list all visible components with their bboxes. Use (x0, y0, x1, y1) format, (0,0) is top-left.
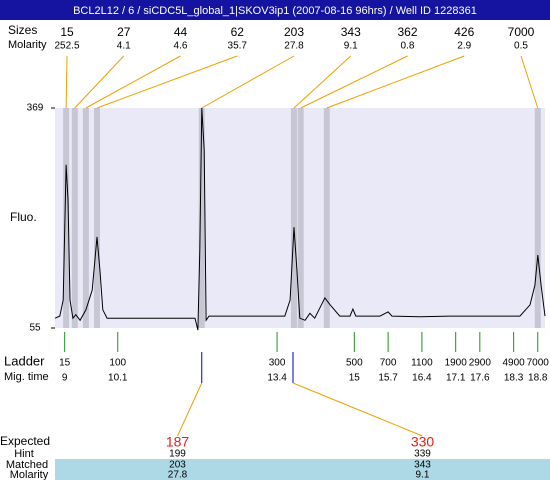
matched-value: 343 (414, 460, 431, 471)
ladder-size: 15 (59, 358, 71, 369)
expected-value: 187 (166, 434, 190, 450)
peak-size: 203 (284, 25, 304, 39)
ladder-size: 1900 (445, 358, 468, 369)
peak-connector (300, 55, 408, 109)
size-header: Sizes (8, 23, 37, 37)
title-bar (0, 0, 550, 20)
ladder-size: 100 (109, 358, 126, 369)
peak-band (297, 108, 304, 328)
hint-label: Hint (14, 448, 34, 460)
peak-connector (293, 55, 352, 109)
hint-value: 339 (414, 449, 431, 460)
title: BCL2L12 / 6 / siCDC5L_global_1|SKOV3ip1 … (73, 5, 477, 17)
peak-band (290, 108, 297, 328)
peak-size: 426 (454, 25, 474, 39)
matched-molarity: 9.1 (416, 470, 430, 480)
peak-band (71, 108, 78, 328)
peak-connector (85, 55, 181, 109)
ladder-size: 2900 (469, 358, 492, 369)
ladder-time: 10.1 (108, 373, 128, 384)
expected-molarity-label: Molarity (10, 469, 49, 480)
matched-value: 203 (169, 460, 186, 471)
peak-size: 343 (341, 25, 361, 39)
peak-size: 62 (231, 25, 245, 39)
matched-band (55, 459, 550, 480)
ladder-time: 13.4 (267, 373, 287, 384)
ladder-time: 18.8 (528, 373, 548, 384)
peak-molarity: 0.5 (514, 41, 528, 52)
trace (54, 107, 546, 331)
matched-molarity: 27.8 (168, 470, 188, 480)
ladder-label: Ladder (4, 353, 45, 368)
matched-label: Matched (6, 459, 48, 471)
expected-label: Expected (0, 434, 50, 448)
molarity-header: Molarity (8, 39, 47, 51)
ladder-time: 17.1 (446, 373, 466, 384)
mig-time-label: Mig. time (4, 371, 49, 383)
expected-connector (292, 382, 423, 437)
peak-band (534, 108, 541, 328)
peak-connector (520, 55, 539, 109)
peak-band (323, 108, 330, 328)
ladder-time: 15.7 (378, 373, 398, 384)
ladder-size: 700 (380, 358, 397, 369)
peak-molarity: 0.8 (401, 41, 415, 52)
expected-connector (177, 382, 203, 437)
peak-connector (96, 55, 238, 109)
peak-size: 27 (117, 25, 131, 39)
ladder-time: 17.6 (470, 373, 490, 384)
peak-size: 15 (60, 25, 74, 39)
ladder-time: 18.3 (504, 373, 524, 384)
ladder-size: 1100 (411, 358, 433, 369)
peak-band (198, 108, 205, 328)
hint-value: 199 (169, 449, 186, 460)
peak-band (82, 108, 89, 328)
peak-molarity: 9.1 (344, 41, 358, 52)
ladder-time: 9 (62, 373, 68, 384)
peak-size: 7000 (508, 25, 535, 39)
y-tick-label: 369 (27, 103, 44, 114)
peak-band (94, 108, 100, 328)
ladder-size: 4900 (502, 358, 525, 369)
peak-molarity: 35.7 (228, 41, 248, 52)
peak-connector (65, 55, 68, 109)
ladder-size: 500 (346, 358, 363, 369)
ladder-time: 15 (349, 373, 361, 384)
peak-connector (326, 55, 465, 109)
peak-molarity: 27.8 (284, 41, 304, 52)
peak-size: 362 (397, 25, 417, 39)
ladder-time: 16.4 (412, 373, 432, 384)
peak-molarity: 4.6 (174, 41, 188, 52)
peak-molarity: 2.9 (457, 41, 471, 52)
peak-size: 44 (174, 25, 188, 39)
y-axis-label: Fluo. (10, 210, 37, 224)
ladder-size: 7000 (527, 358, 550, 369)
expected-value: 330 (411, 434, 435, 450)
ladder-size: 300 (269, 358, 286, 369)
peak-molarity: 252.5 (54, 41, 79, 52)
peak-band (63, 108, 70, 328)
peak-molarity: 4.1 (117, 41, 131, 52)
peak-connector (74, 55, 125, 109)
peak-connector (201, 55, 295, 109)
y-tick-label: 55 (29, 323, 41, 334)
